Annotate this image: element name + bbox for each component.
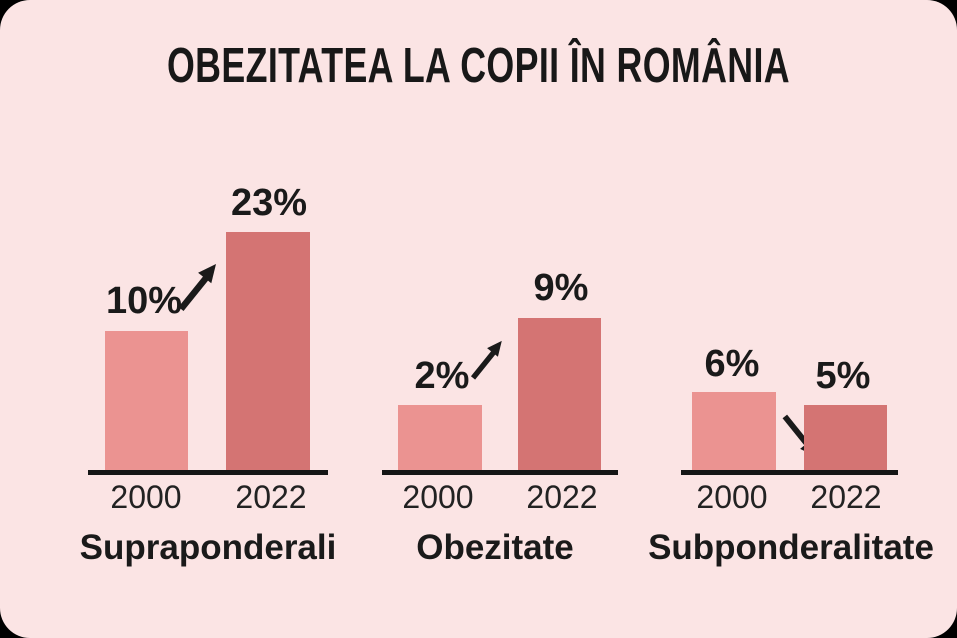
tick-label-subponderalitate-2000: 2000	[696, 479, 768, 515]
value-label-supraponderali-2000: 10%	[105, 280, 183, 322]
group-label-supraponderali: Supraponderali	[79, 528, 337, 567]
tick-label-supraponderali-2022: 2022	[235, 479, 307, 515]
trend-up-arrow-icon	[468, 336, 506, 382]
chart-title: OBEZITATEA LA COPII ÎN ROMÂNIA	[166, 39, 790, 93]
tick-label-obezitate-2022: 2022	[526, 479, 598, 515]
tick-label-obezitate-2000: 2000	[402, 479, 474, 515]
bar-supraponderali-2000	[105, 331, 188, 470]
tick-label-subponderalitate-2022: 2022	[810, 479, 882, 515]
bar-subponderalitate-2022	[804, 405, 887, 470]
value-label-subponderalitate-2000: 6%	[704, 343, 760, 385]
trend-up-arrow-icon	[176, 258, 220, 314]
bar-obezitate-2000	[398, 405, 482, 470]
value-label-obezitate-2000: 2%	[414, 355, 470, 397]
value-label-supraponderali-2022: 23%	[230, 182, 308, 224]
baseline-obezitate	[382, 470, 618, 475]
value-label-obezitate-2022: 9%	[533, 267, 589, 309]
tick-label-supraponderali-2000: 2000	[110, 479, 182, 515]
bar-subponderalitate-2000	[692, 392, 776, 470]
value-label-subponderalitate-2022: 5%	[815, 355, 871, 397]
baseline-supraponderali	[88, 470, 328, 475]
bar-obezitate-2022	[518, 318, 601, 470]
baseline-subponderalitate	[681, 470, 898, 475]
bar-supraponderali-2022	[226, 232, 310, 470]
group-label-subponderalitate: Subponderalitate	[648, 528, 934, 567]
group-label-obezitate: Obezitate	[416, 528, 574, 567]
